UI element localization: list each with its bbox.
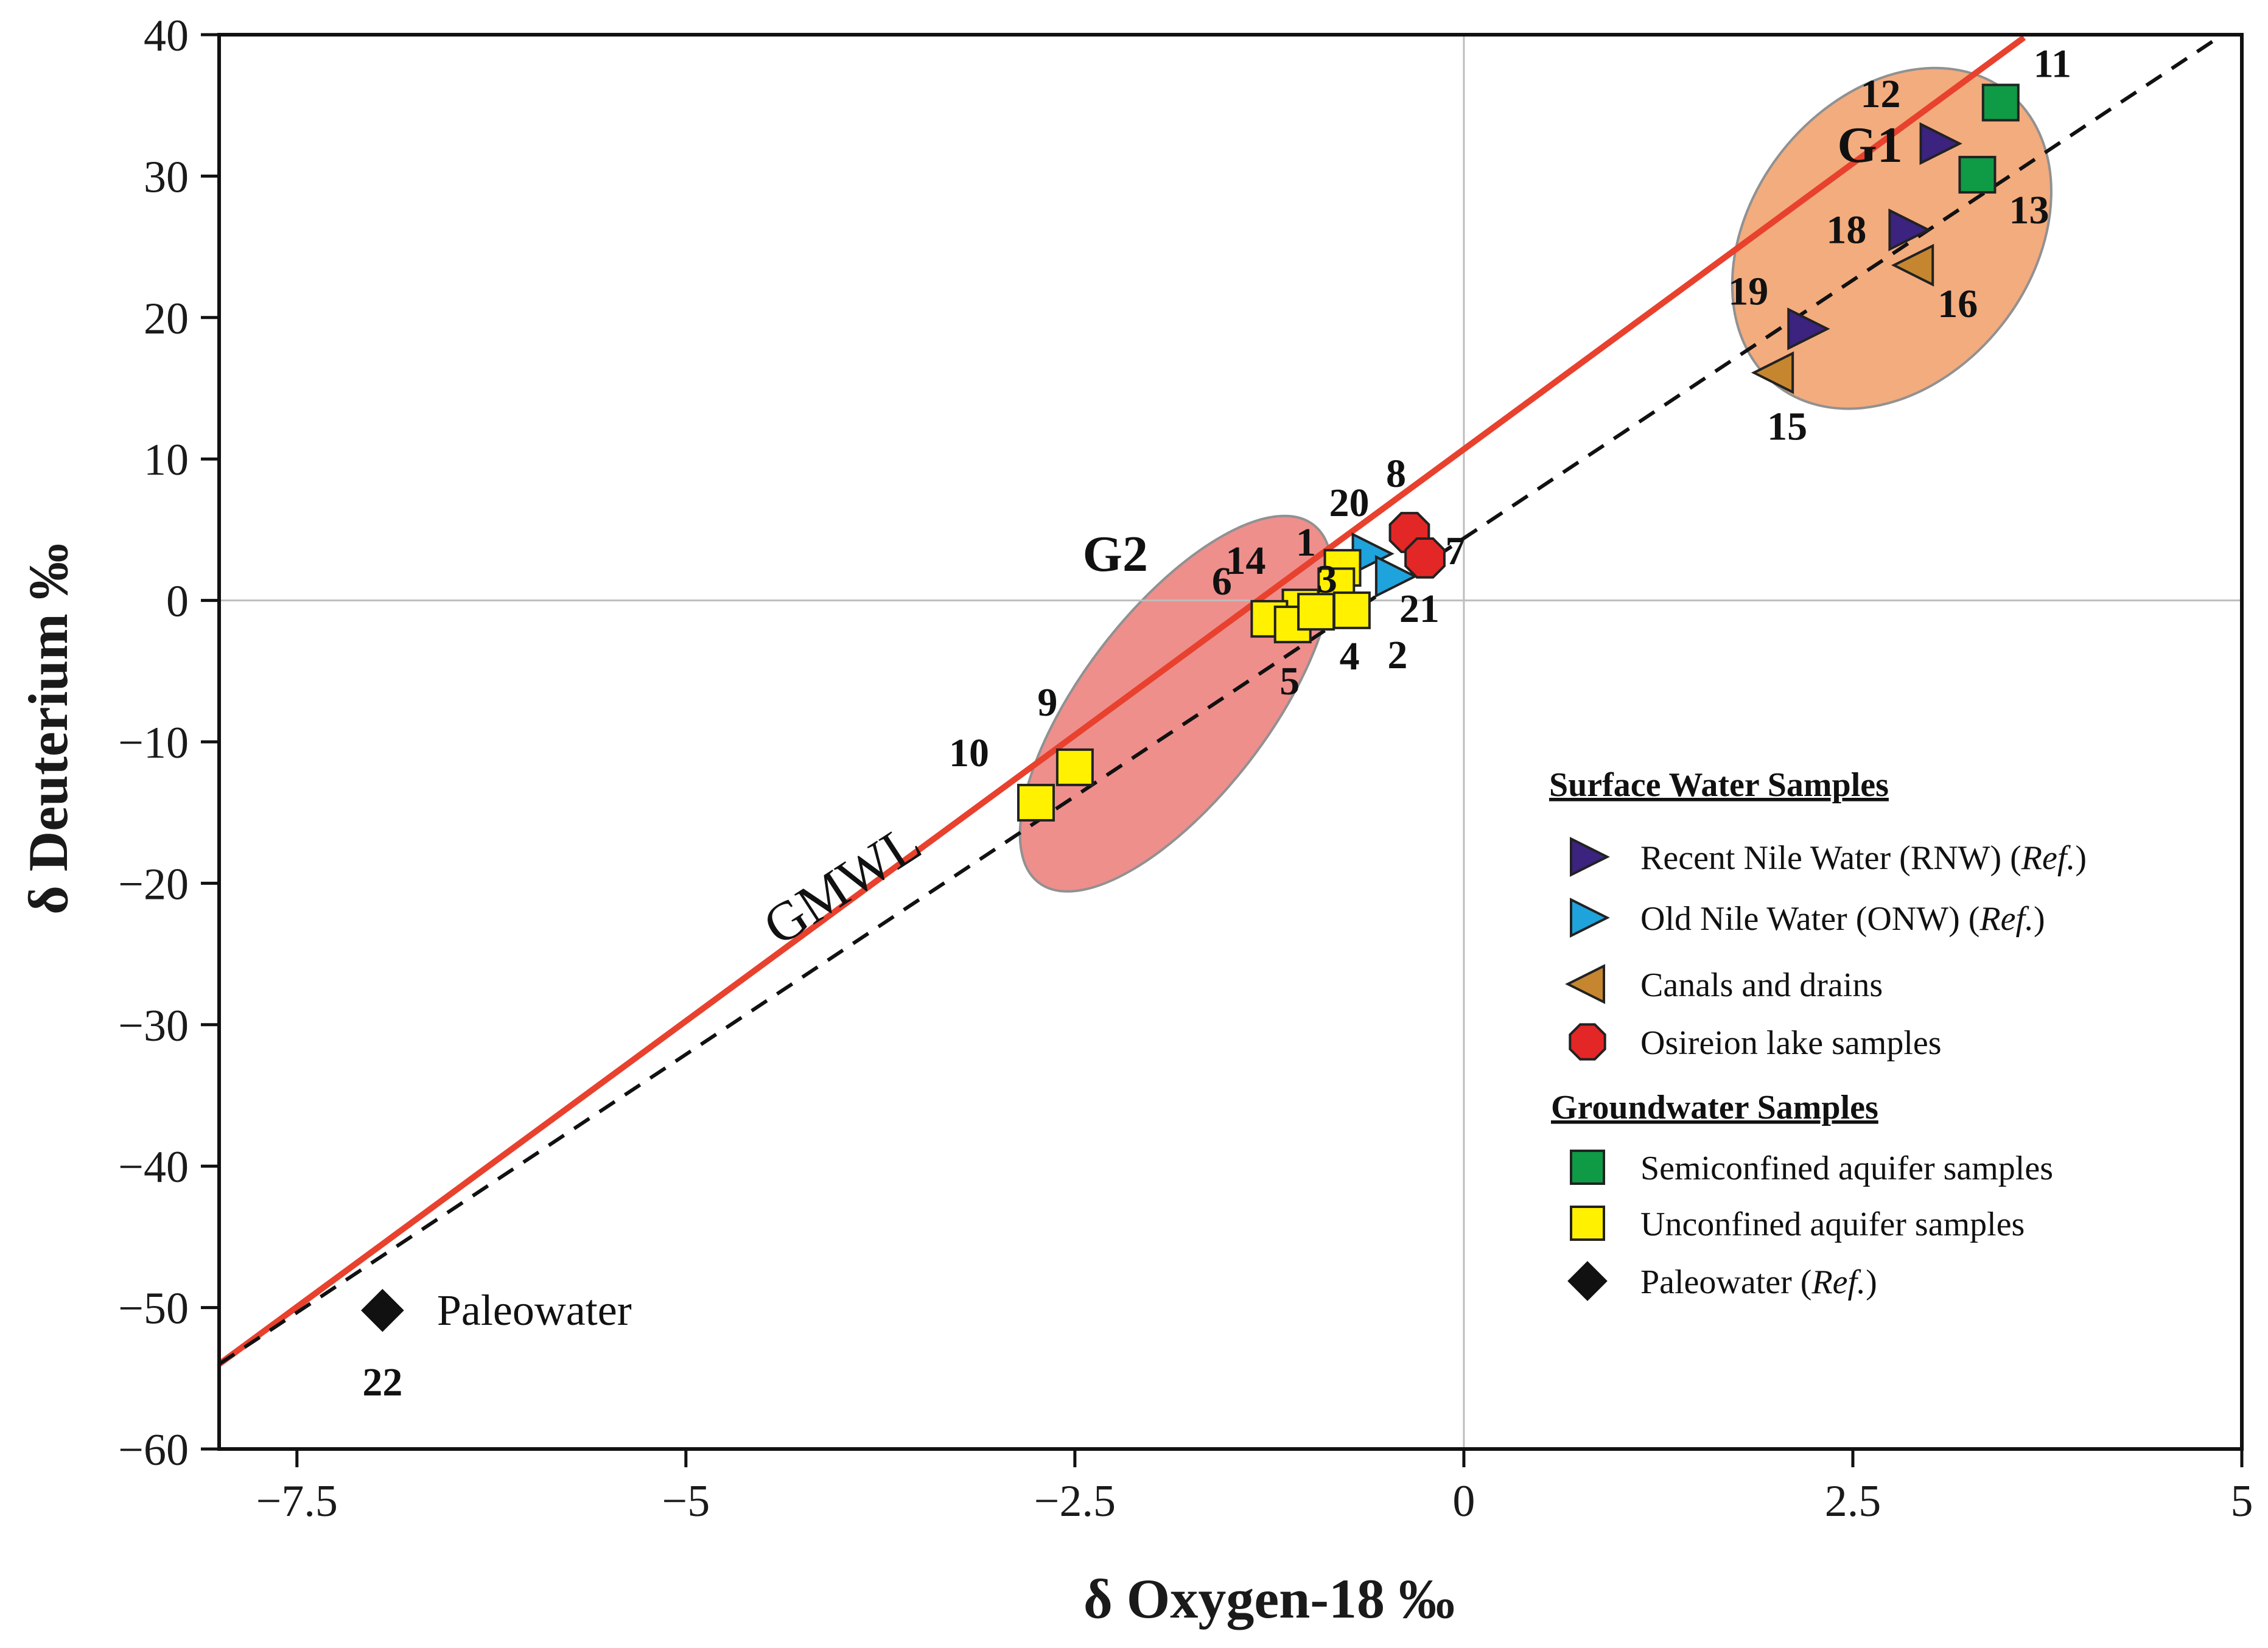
point-label-12: 12 <box>1861 72 1901 116</box>
point-label-7: 7 <box>1446 529 1466 573</box>
point-label-18: 18 <box>1826 208 1866 253</box>
point-18 <box>1888 208 1931 251</box>
y-tick-label: −60 <box>118 1425 189 1475</box>
legend: Surface Water Samples Groundwater Samples… <box>1549 766 2087 1301</box>
point-label-1: 1 <box>1296 520 1316 565</box>
y-tick-label: −40 <box>118 1142 189 1192</box>
y-axis-title: δ Deuterium ‰ <box>17 543 79 915</box>
point-9 <box>1055 748 1094 786</box>
y-tick-label: −20 <box>118 859 189 909</box>
point-label-2: 2 <box>1387 633 1407 677</box>
point-13 <box>1958 156 1997 194</box>
y-tick-label: 20 <box>144 294 189 344</box>
y-tick-label: 0 <box>166 577 189 627</box>
point-2 <box>1332 591 1371 629</box>
point-label-14: 14 <box>1226 539 1266 583</box>
point-label-9: 9 <box>1037 680 1057 725</box>
legend-item-6: Paleowater (Ref.) <box>1640 1263 1877 1301</box>
legend-item-3: Osireion lake samples <box>1640 1024 1942 1062</box>
local-meteoric-line-dashed <box>218 36 2220 1366</box>
y-tick-label: −50 <box>118 1284 189 1334</box>
point-label-15: 15 <box>1767 404 1807 449</box>
axis-ticks: −7.5 −5 −2.5 0 2.5 5 40 30 20 10 0 −10 −20 −30 −40 −50 −… <box>118 11 2253 1526</box>
legend-item-1: Old Nile Water (ONW) (Ref.) <box>1640 900 2045 938</box>
legend-marker-5 <box>1570 1206 1605 1241</box>
x-tick-label: 2.5 <box>1825 1476 1881 1526</box>
legend-marker-4 <box>1570 1150 1605 1185</box>
point-label-16: 16 <box>1937 282 1978 326</box>
legend-item-4: Semiconfined aquifer samples <box>1640 1150 2053 1187</box>
point-label-20: 20 <box>1329 481 1370 525</box>
legend-marker-6 <box>1567 1261 1608 1301</box>
legend-marker-0 <box>1570 837 1610 877</box>
point-10 <box>1017 783 1055 822</box>
x-tick-label: 0 <box>1452 1476 1475 1526</box>
point-label-11: 11 <box>2034 42 2071 86</box>
y-tick-label: 10 <box>144 435 189 485</box>
legend-marker-2 <box>1565 964 1605 1004</box>
paleowater-label: Paleowater <box>437 1286 632 1335</box>
point-label-4: 4 <box>1340 634 1360 679</box>
point-21 <box>1374 554 1418 598</box>
zero-lines <box>219 35 2242 1449</box>
group-label-g1: G1 <box>1837 117 1902 173</box>
point-11 <box>1981 83 2020 122</box>
group-ellipse-g2 <box>1018 514 1334 893</box>
x-tick-label: −5 <box>662 1476 710 1526</box>
legend-item-0: Recent Nile Water (RNW) (Ref.) <box>1640 839 2087 877</box>
y-tick-label: 40 <box>144 11 189 61</box>
y-tick-label: −10 <box>118 718 189 768</box>
group-label-g2: G2 <box>1083 526 1148 582</box>
point-label-5: 5 <box>1279 659 1300 704</box>
point-label-10: 10 <box>949 731 989 775</box>
data-points <box>361 83 2020 1332</box>
x-tick-label: −7.5 <box>256 1476 338 1526</box>
x-tick-label: 5 <box>2231 1476 2253 1526</box>
point-label-6: 6 <box>1212 559 1232 604</box>
point-label-8: 8 <box>1386 452 1406 496</box>
legend-marker-3 <box>1569 1023 1606 1061</box>
point-label-22: 22 <box>362 1360 402 1405</box>
point-15 <box>1751 351 1794 394</box>
legend-item-2: Canals and drains <box>1640 966 1883 1004</box>
point-19 <box>1787 307 1830 351</box>
point-22 <box>361 1288 404 1332</box>
legend-heading-groundwater: Groundwater Samples <box>1551 1089 1878 1126</box>
point-16 <box>1891 243 1934 287</box>
point-7 <box>1404 537 1446 579</box>
point-label-21: 21 <box>1399 587 1440 631</box>
gmwl-label: GMWL <box>753 812 931 957</box>
point-label-19: 19 <box>1728 269 1768 313</box>
point-label-13: 13 <box>2009 188 2049 232</box>
x-tick-label: −2.5 <box>1034 1476 1116 1526</box>
legend-marker-1 <box>1570 898 1610 938</box>
legend-heading-surface: Surface Water Samples <box>1549 766 1889 804</box>
y-tick-label: −30 <box>118 1001 189 1051</box>
point-12 <box>1919 122 1962 166</box>
point-label-3: 3 <box>1317 557 1337 601</box>
y-tick-label: 30 <box>144 152 189 202</box>
x-axis-title: δ Oxygen-18 ‰ <box>1083 1568 1455 1630</box>
regression-lines <box>217 35 2220 1367</box>
gmwl-line <box>217 35 2026 1367</box>
legend-item-5: Unconfined aquifer samples <box>1640 1206 2025 1243</box>
